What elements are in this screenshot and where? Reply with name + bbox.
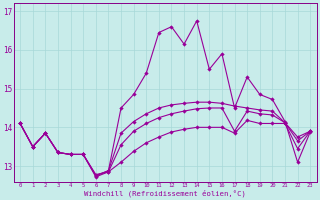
X-axis label: Windchill (Refroidissement éolien,°C): Windchill (Refroidissement éolien,°C)	[84, 189, 246, 197]
